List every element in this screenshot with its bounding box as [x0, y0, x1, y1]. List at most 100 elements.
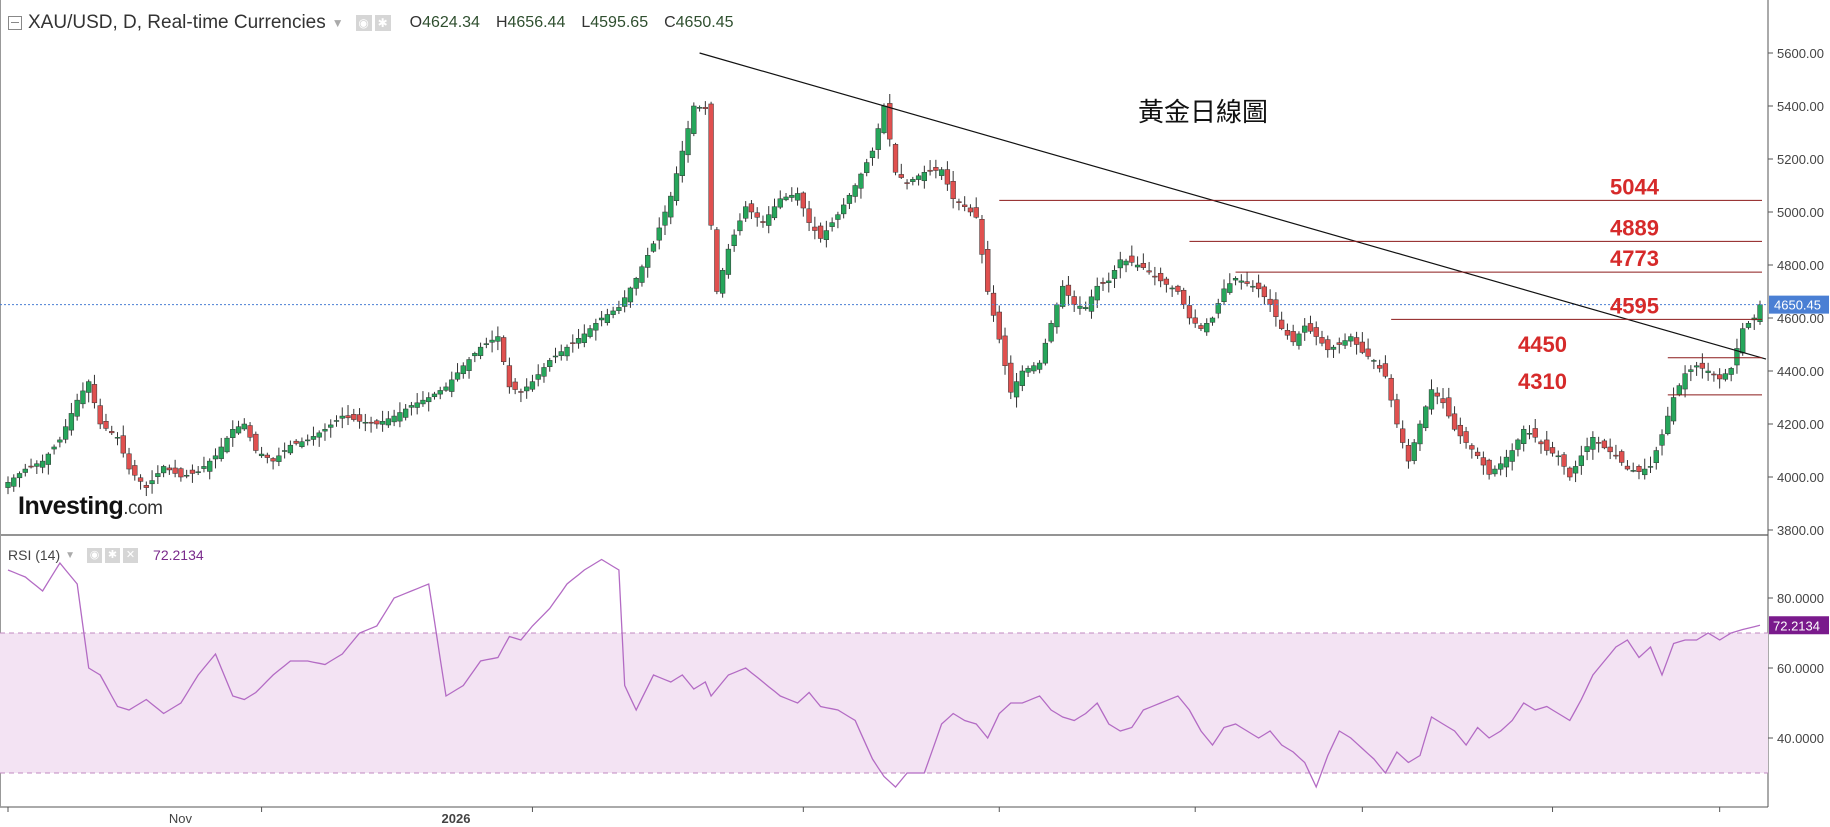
candle: [1359, 332, 1365, 355]
candle: [1486, 458, 1492, 480]
candle-body: [1111, 270, 1118, 279]
price-tick-label: 5000.00: [1777, 205, 1824, 220]
settings-icon[interactable]: ✱: [374, 15, 391, 31]
rsi-tick-label: 80.0000: [1777, 591, 1824, 606]
candle-body: [662, 211, 668, 226]
candle: [685, 120, 691, 163]
candle: [1100, 277, 1106, 291]
candle: [812, 216, 818, 240]
rsi-value: 72.2134: [153, 547, 204, 563]
candle-body: [985, 249, 991, 292]
candle: [143, 481, 149, 497]
ohlc-high: H4656.44: [495, 14, 566, 31]
candle: [403, 404, 409, 421]
candle: [1688, 365, 1694, 382]
rsi-settings-icon[interactable]: ✱: [105, 547, 121, 563]
candle: [34, 460, 40, 474]
candle-body: [1434, 392, 1440, 397]
candle-body: [1094, 285, 1100, 301]
candle: [1106, 272, 1112, 293]
dropdown-caret-icon[interactable]: ▼: [331, 16, 344, 30]
candle: [1428, 379, 1435, 415]
candle-body: [1457, 424, 1463, 437]
rsi-dropdown-caret-icon[interactable]: ▼: [65, 549, 76, 561]
candle: [1002, 327, 1008, 375]
candle: [51, 444, 57, 455]
candle-body: [656, 227, 662, 241]
eye-icon[interactable]: ◉: [355, 15, 372, 31]
candle-body: [841, 204, 847, 215]
candle-body: [155, 473, 161, 477]
candle: [1255, 274, 1262, 298]
candle: [604, 308, 611, 326]
candle-body: [1198, 325, 1204, 329]
candle-body: [1348, 336, 1354, 342]
candle-body: [51, 446, 57, 450]
candle: [437, 386, 443, 400]
candle: [155, 465, 161, 484]
candle: [1388, 374, 1394, 408]
candle-body: [316, 432, 322, 438]
candle-body: [1013, 381, 1020, 398]
candle-body: [253, 433, 259, 451]
candle-body: [1423, 406, 1429, 429]
candle: [1371, 358, 1377, 370]
candle: [103, 413, 109, 432]
candle: [1417, 420, 1423, 451]
candle-body: [627, 287, 634, 303]
candle-body: [143, 485, 149, 488]
rsi-eye-icon[interactable]: ◉: [87, 547, 103, 563]
candle-body: [39, 460, 46, 468]
candle: [1342, 333, 1348, 350]
candle-body: [132, 465, 138, 476]
candle-body: [1699, 362, 1706, 369]
candle-body: [1250, 285, 1256, 288]
candle-body: [1152, 275, 1158, 278]
candle-body: [1284, 330, 1291, 336]
candle-body: [518, 391, 524, 393]
candle-body: [230, 429, 236, 438]
candle-body: [1019, 370, 1025, 386]
candle: [184, 469, 190, 479]
candle: [114, 432, 121, 446]
candle-body: [558, 351, 564, 356]
collapse-icon[interactable]: [8, 16, 22, 30]
candle: [1261, 284, 1268, 305]
candle: [500, 335, 507, 366]
candle: [598, 310, 605, 327]
candle-body: [293, 440, 299, 444]
candle: [1376, 359, 1383, 373]
candle-body: [305, 439, 311, 442]
candle-body: [771, 206, 778, 219]
level-label: 4773: [1610, 246, 1659, 271]
candle: [287, 440, 294, 456]
candle-body: [333, 420, 340, 422]
candle: [662, 205, 668, 236]
candle: [1140, 253, 1146, 270]
candle-body: [1002, 335, 1008, 366]
candle: [887, 94, 893, 147]
candle: [1152, 266, 1158, 286]
candle-body: [1578, 455, 1584, 466]
candle: [852, 183, 858, 203]
rsi-close-icon[interactable]: ✕: [123, 547, 139, 563]
candle: [1198, 323, 1204, 332]
candle-body: [817, 225, 824, 239]
candle-body: [391, 415, 397, 423]
candle-body: [1676, 385, 1682, 396]
candle-body: [1342, 340, 1348, 346]
candle-body: [362, 421, 368, 424]
candle: [270, 457, 276, 470]
candle: [414, 393, 420, 415]
candle-body: [45, 453, 51, 465]
candle: [1538, 439, 1544, 454]
candle: [1526, 425, 1533, 440]
candle-body: [310, 436, 317, 440]
candle: [1676, 383, 1682, 397]
candle: [1060, 280, 1066, 309]
candle: [5, 476, 11, 495]
candle: [1273, 292, 1279, 327]
candle: [1665, 406, 1671, 436]
candle: [443, 382, 449, 392]
